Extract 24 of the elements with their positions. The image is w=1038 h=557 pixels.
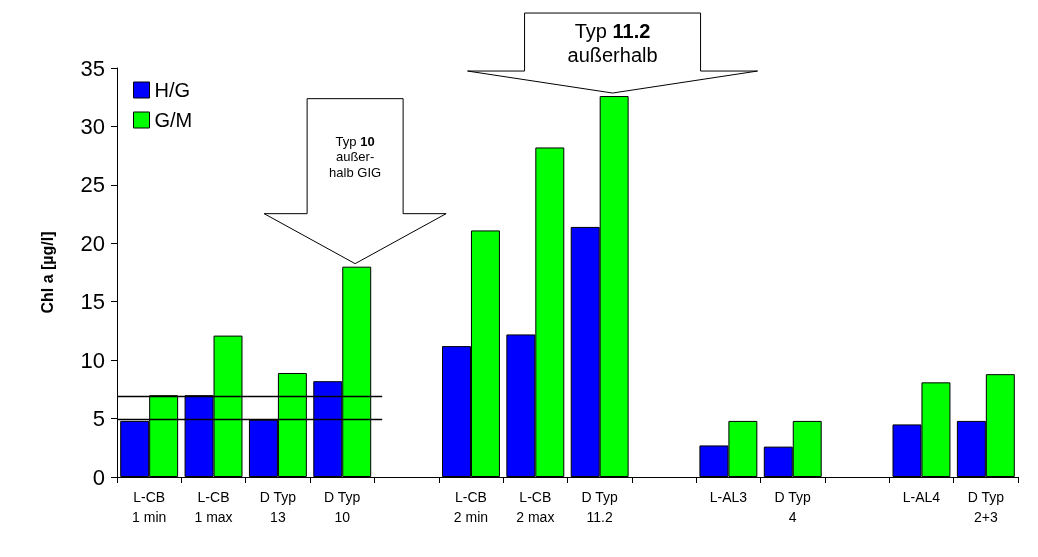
y-tick-label: 25 bbox=[80, 172, 105, 198]
y-axis-title: Chl a [µg/l] bbox=[38, 231, 56, 314]
x-tick-label: D Typ 13 bbox=[259, 489, 297, 525]
x-tick-label: D Typ 4 bbox=[774, 489, 812, 525]
y-tick-label: 15 bbox=[80, 289, 105, 315]
x-tick-label: D Typ 11.2 bbox=[581, 489, 619, 525]
y-tick-label: 0 bbox=[92, 464, 105, 490]
x-tick-label: L-AL3 bbox=[709, 489, 748, 505]
x-tick-label: L-CB 1 max bbox=[194, 489, 233, 525]
y-tick-label: 20 bbox=[80, 230, 105, 256]
y-tick-label: 30 bbox=[80, 113, 105, 139]
x-tick-label: D Typ 2+3 bbox=[967, 489, 1005, 525]
x-tick-label: L-CB 2 min bbox=[453, 489, 489, 525]
y-tick-label: 35 bbox=[80, 55, 105, 81]
x-tick-label: L-CB 1 min bbox=[132, 489, 167, 525]
annotation: Typ 10 außer- halb GIG bbox=[329, 133, 382, 180]
text: Typ 11.2 außerhalb bbox=[567, 20, 658, 67]
x-tick-label: L-AL4 bbox=[902, 489, 941, 505]
legend-label: G/M bbox=[154, 109, 193, 131]
legend-label: H/G bbox=[154, 79, 191, 101]
y-tick-label: 10 bbox=[80, 347, 105, 373]
y-tick-label: 5 bbox=[92, 406, 105, 432]
x-tick-label: D Typ 10 bbox=[324, 489, 361, 525]
x-tick-label: L-CB 2 max bbox=[516, 489, 555, 525]
